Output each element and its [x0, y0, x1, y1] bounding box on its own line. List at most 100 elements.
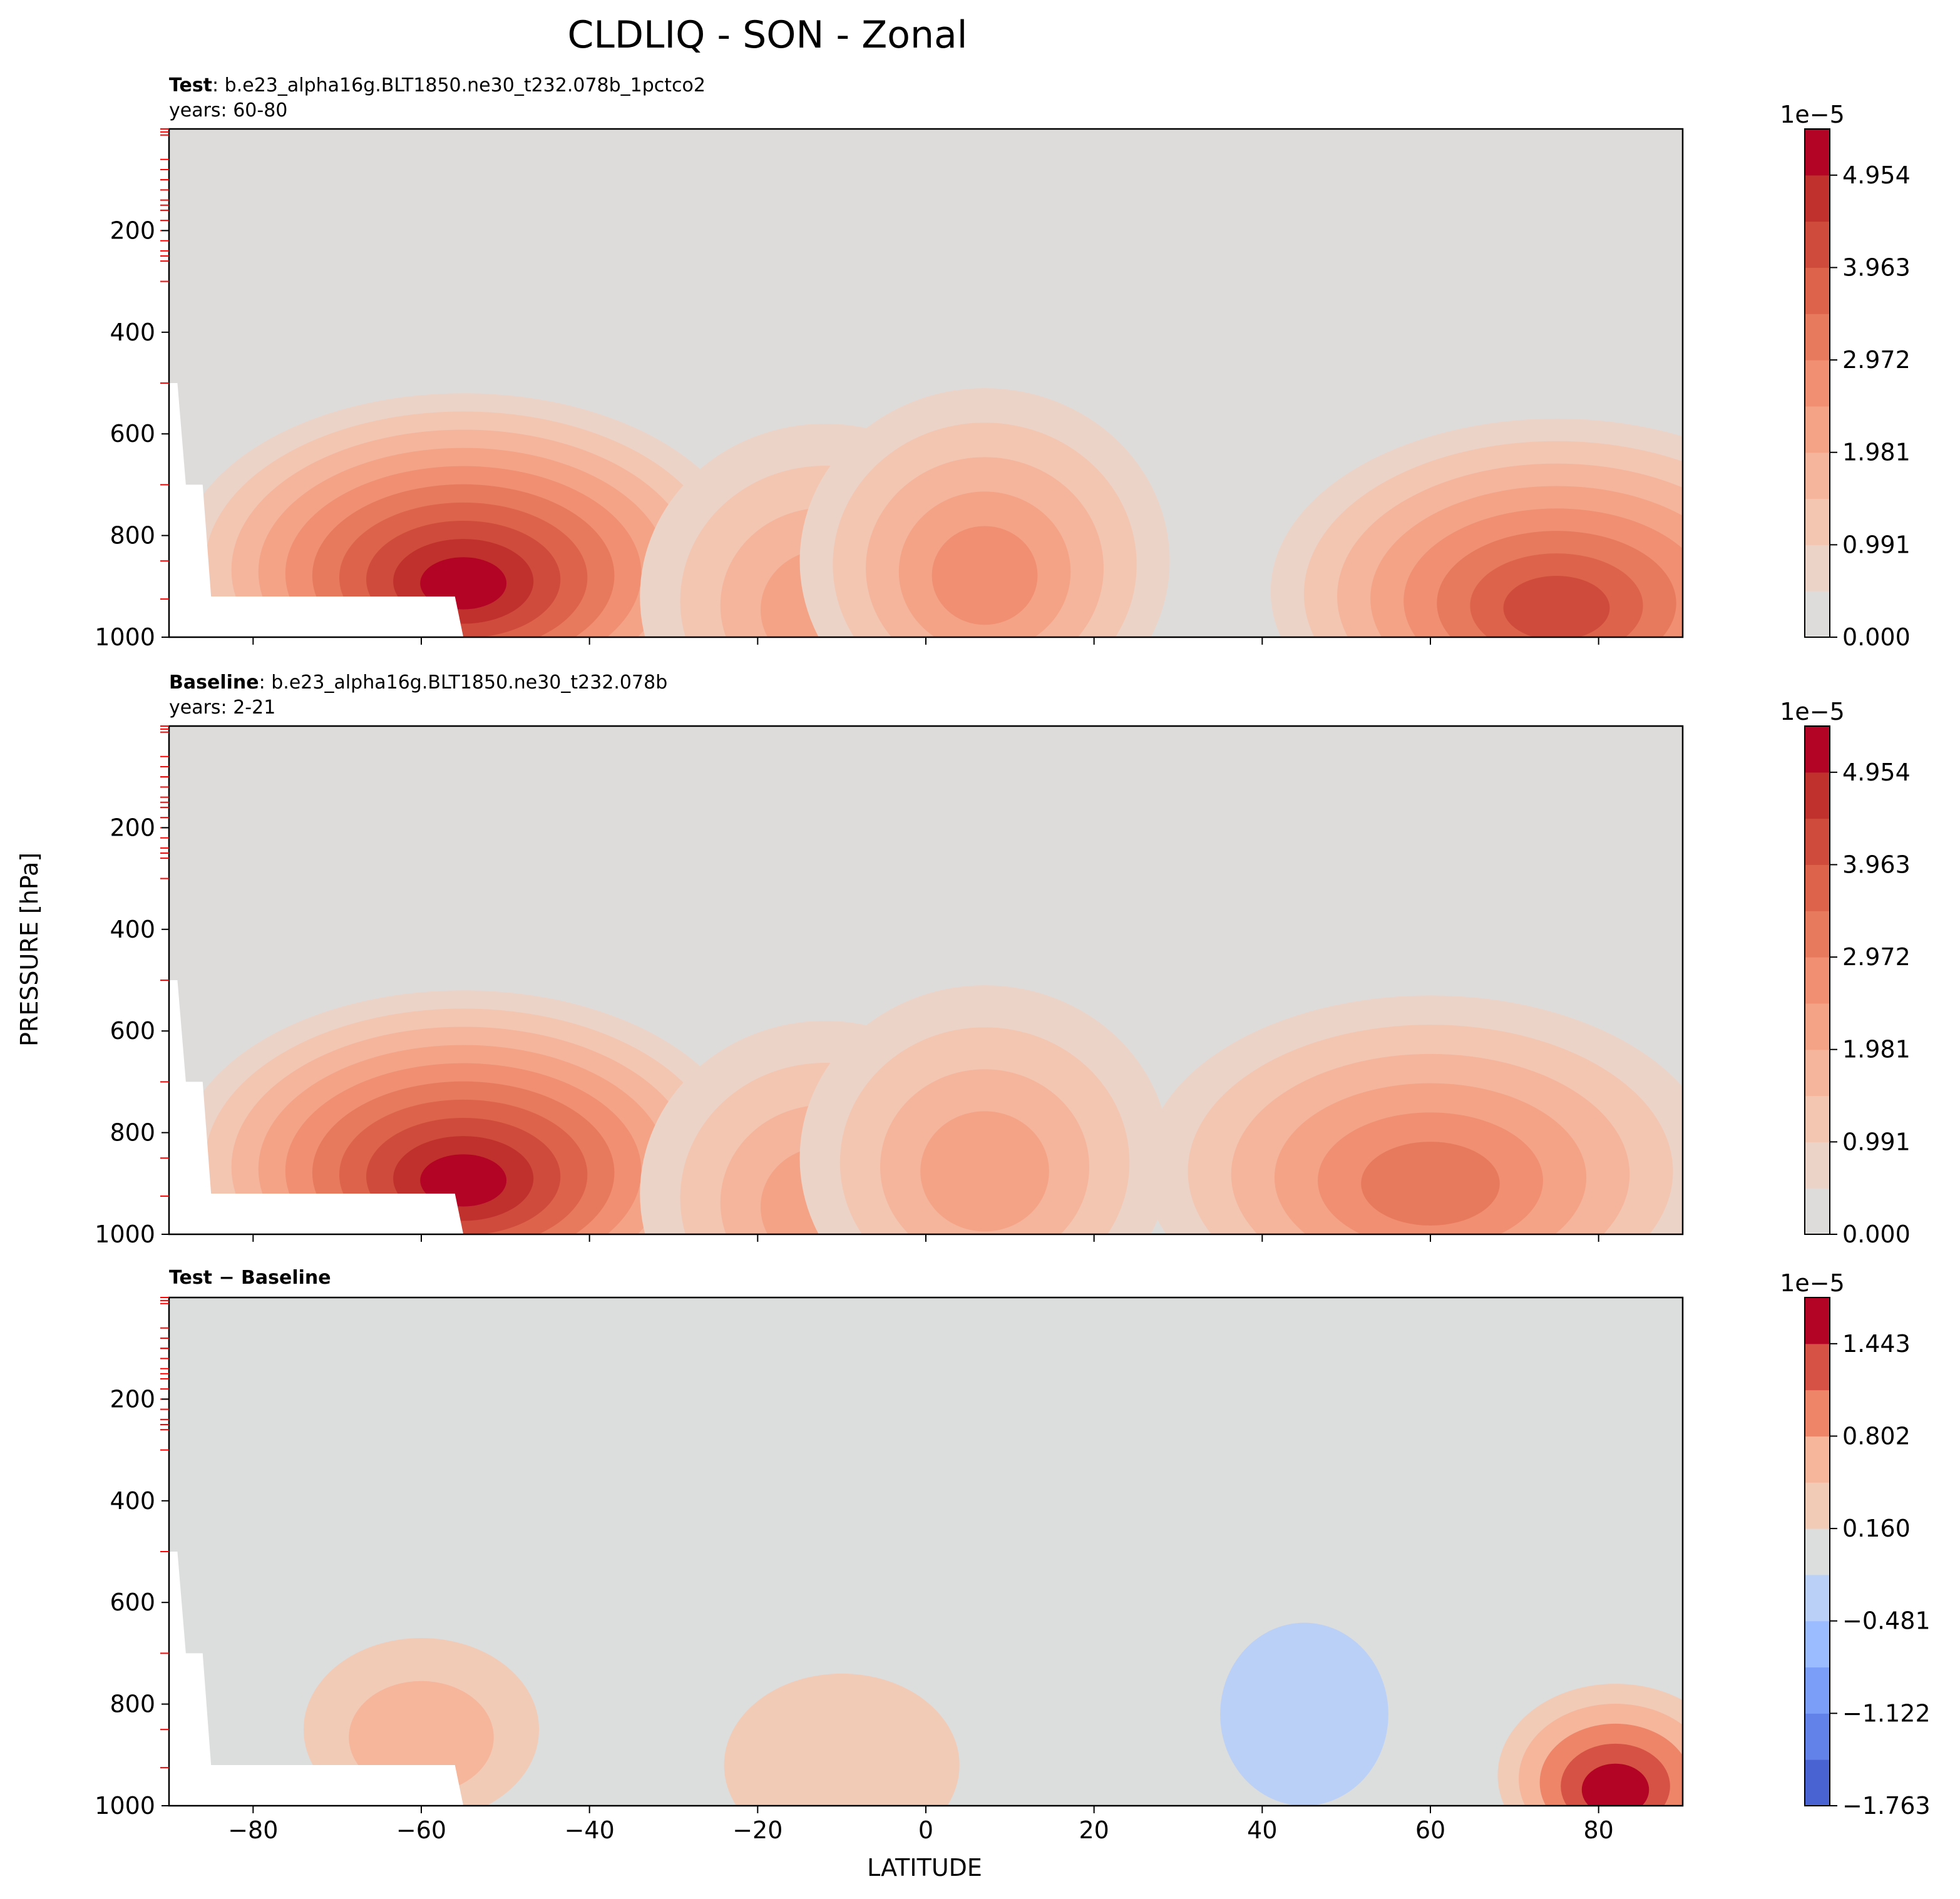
colorbar-tick-label: 0.000	[1842, 623, 1911, 651]
contour-feature-2	[799, 388, 1170, 637]
colorbar-swatch	[1805, 129, 1830, 176]
colorbar-swatch	[1805, 498, 1830, 545]
colorbar-swatch	[1805, 1003, 1830, 1050]
colorbar-swatch	[1805, 1482, 1830, 1529]
colorbar-swatch	[1805, 1620, 1830, 1668]
colorbar-swatch	[1805, 864, 1830, 911]
panel-baseline: 200 400 600 800 1000 Baseline: b.e23_alpha16g…	[95, 672, 1911, 1248]
y-tick-label: 400	[110, 916, 155, 943]
x-tick-label: −60	[396, 1816, 446, 1844]
colorbar-swatch	[1805, 1095, 1830, 1142]
panel-title-bold: Test	[169, 74, 212, 96]
colorbar-swatch	[1805, 1298, 1830, 1344]
y-tick-label: 600	[110, 1017, 155, 1045]
colorbar-frame	[1804, 128, 1830, 638]
contour-feature-3	[1270, 418, 1683, 637]
colorbar-swatch	[1805, 818, 1830, 865]
colorbar-tick-label: 4.954	[1842, 759, 1911, 786]
panel-difference: 200 400 600 800 1000 −80 −60 −40 −20 0 20 40 60 80 Tes…	[95, 1267, 1930, 1844]
colorbar-tick-label: −1.763	[1842, 1792, 1931, 1820]
y-tick-label: 200	[110, 217, 155, 244]
y-tick-label: 200	[110, 814, 155, 841]
colorbar-swatch	[1805, 1574, 1830, 1622]
panel-title-run: : b.e23_alpha16g.BLT1850.ne30_t232.078b	[259, 672, 668, 694]
colorbar-multiplier: 1e−5	[1780, 1269, 1845, 1297]
y-tick-label: 400	[110, 319, 155, 346]
x-axis-label: LATITUDE	[867, 1854, 982, 1881]
colorbar-swatch	[1805, 175, 1830, 222]
y-tick-label: 400	[110, 1487, 155, 1515]
panel-years: years: 60-80	[169, 100, 287, 121]
colorbar-swatch	[1805, 314, 1830, 361]
panel-title: Test − Baseline	[169, 1267, 331, 1289]
y-tick-label: 200	[110, 1385, 155, 1413]
colorbar-swatch	[1805, 1759, 1830, 1806]
x-tick-label: 60	[1415, 1816, 1445, 1844]
panel-title-run: : b.e23_alpha16g.BLT1850.ne30_t232.078b_…	[212, 74, 705, 96]
colorbar-tick-label: 0.802	[1842, 1422, 1911, 1450]
panel-test: 200 400 600 800 1000 Test: b.e23_alpha16g.BLT…	[95, 74, 1911, 651]
y-axis-label: PRESSURE [hPa]	[16, 852, 43, 1047]
contour-feature-2	[799, 985, 1170, 1234]
colorbar-swatch	[1805, 1528, 1830, 1575]
panel-title-bold: Baseline	[169, 672, 259, 694]
y-tick-label: 800	[110, 1119, 155, 1147]
colorbar-swatch	[1805, 267, 1830, 314]
colorbar-swatch	[1805, 221, 1830, 268]
contour-field	[169, 1298, 1683, 1806]
x-tick-label: 40	[1247, 1816, 1277, 1844]
colorbar-tick-label: 1.981	[1842, 439, 1911, 466]
contour-feature-3	[1144, 995, 1683, 1234]
colorbar-multiplier: 1e−5	[1780, 698, 1845, 725]
topography-mask	[169, 980, 464, 1234]
colorbar-tick-label: 3.963	[1842, 253, 1911, 281]
colorbar-tick-label: 0.991	[1842, 531, 1911, 558]
colorbar-swatch	[1805, 911, 1830, 958]
colorbar-swatch	[1805, 360, 1830, 407]
colorbar-swatch	[1805, 772, 1830, 819]
x-tick-label: 80	[1583, 1816, 1613, 1844]
figure-title: CLDLIQ - SON - Zonal	[568, 13, 968, 57]
colorbar-swatch	[1805, 545, 1830, 591]
y-tick-label: 1000	[95, 623, 155, 651]
colorbar-tick-label: 0.160	[1842, 1515, 1911, 1542]
colorbar-swatch	[1805, 1188, 1830, 1235]
colorbar-multiplier: 1e−5	[1780, 101, 1845, 128]
colorbar-swatch	[1805, 406, 1830, 453]
contour-band	[1361, 1142, 1500, 1226]
colorbar-swatch	[1805, 1667, 1830, 1714]
contour-field	[169, 726, 1683, 1234]
topography-mask	[169, 383, 464, 637]
colorbar-swatch	[1805, 1436, 1830, 1483]
colorbar-swatch	[1805, 1142, 1830, 1189]
colorbar-test: 1e−5 4.954 3.963 2.972 1.981 0.991 0.000	[1780, 101, 1911, 651]
panel-title: Test: b.e23_alpha16g.BLT1850.ne30_t232.0…	[169, 74, 705, 96]
colorbar-tick-label: 2.972	[1842, 346, 1911, 374]
x-tick-label: −40	[565, 1816, 615, 1844]
colorbar-swatch	[1805, 1390, 1830, 1436]
panel-title-bold: Test − Baseline	[169, 1267, 331, 1289]
y-tick-label: 1000	[95, 1792, 155, 1820]
contour-band	[724, 1673, 960, 1806]
colorbar-tick-label: 0.991	[1842, 1128, 1911, 1155]
panel-title: Baseline: b.e23_alpha16g.BLT1850.ne30_t2…	[169, 672, 667, 694]
colorbar-tick-label: −1.122	[1842, 1699, 1931, 1727]
contour-feature-1	[724, 1673, 960, 1806]
colorbar-difference: 1e−5 1.443 0.802 0.160 −0.481 −1.122 −1.763	[1780, 1269, 1930, 1820]
contour-band	[420, 557, 507, 610]
colorbar-swatch	[1805, 1343, 1830, 1391]
colorbar-swatch	[1805, 1049, 1830, 1097]
topography-mask	[169, 1552, 464, 1806]
contour-band	[1220, 1622, 1388, 1806]
colorbar-swatch	[1805, 957, 1830, 1004]
y-tick-label: 800	[110, 1691, 155, 1718]
colorbar-swatch	[1805, 452, 1830, 499]
contour-band	[420, 1154, 507, 1207]
y-tick-label: 600	[110, 420, 155, 448]
colorbar-tick-label: 1.443	[1842, 1330, 1911, 1358]
colorbar-tick-label: 2.972	[1842, 943, 1911, 971]
y-tick-label: 600	[110, 1589, 155, 1616]
x-tick-label: −20	[732, 1816, 782, 1844]
